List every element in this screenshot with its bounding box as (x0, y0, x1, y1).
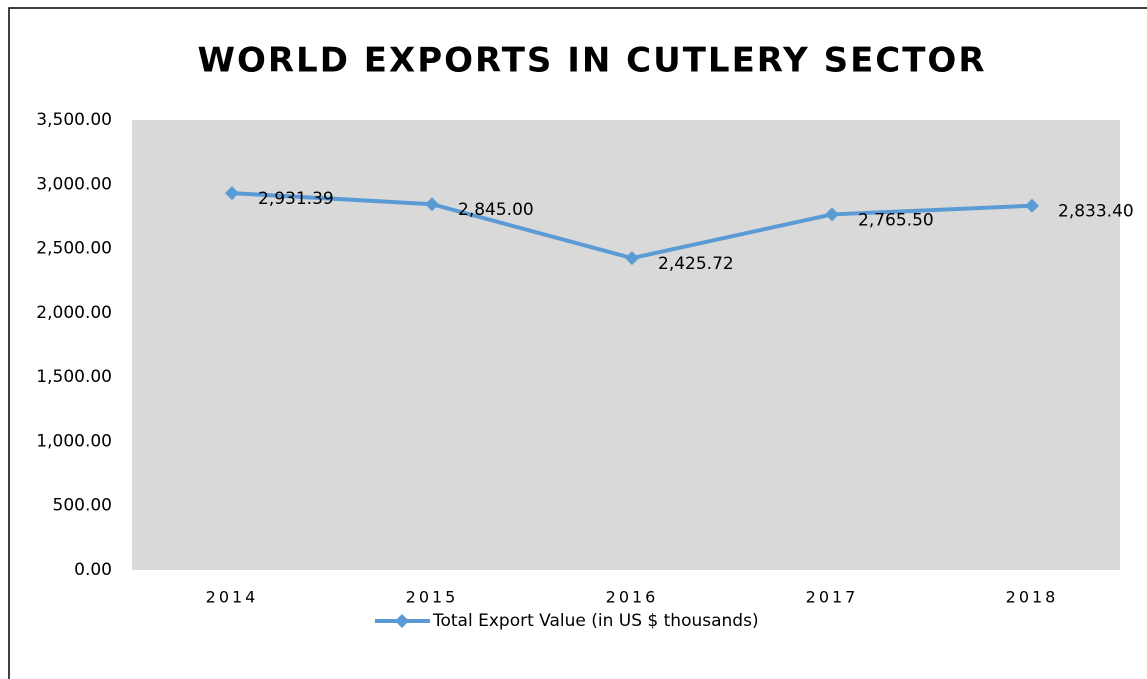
point-marker (625, 251, 639, 266)
data-label: 2,845.00 (458, 200, 534, 220)
x-tick-label: 2014 (206, 588, 259, 607)
point-marker (425, 197, 439, 212)
data-label: 2,931.39 (258, 189, 334, 209)
y-tick-label: 0.00 (74, 560, 112, 580)
y-tick-label: 3,500.00 (36, 110, 112, 130)
plot-area (132, 120, 1120, 570)
y-tick-label: 3,000.00 (36, 174, 112, 194)
data-label: 2,833.40 (1058, 202, 1134, 222)
x-tick-label: 2018 (1006, 588, 1059, 607)
data-label: 2,425.72 (658, 254, 734, 274)
data-label: 2,765.50 (858, 210, 934, 230)
chart-title: WORLD EXPORTS IN CUTLERY SECTOR (197, 41, 986, 81)
x-tick-label: 2015 (406, 588, 459, 607)
legend-marker (395, 614, 409, 628)
point-marker (225, 186, 239, 201)
point-marker (1025, 198, 1039, 213)
x-tick-label: 2017 (806, 588, 859, 607)
x-tick-label: 2016 (606, 588, 659, 607)
legend-label: Total Export Value (in US $ thousands) (432, 611, 759, 631)
y-tick-label: 2,000.00 (36, 303, 112, 323)
y-tick-label: 500.00 (53, 496, 112, 516)
y-tick-label: 1,500.00 (36, 367, 112, 387)
y-tick-label: 2,500.00 (36, 239, 112, 259)
y-tick-label: 1,000.00 (36, 431, 112, 451)
point-marker (825, 207, 839, 222)
